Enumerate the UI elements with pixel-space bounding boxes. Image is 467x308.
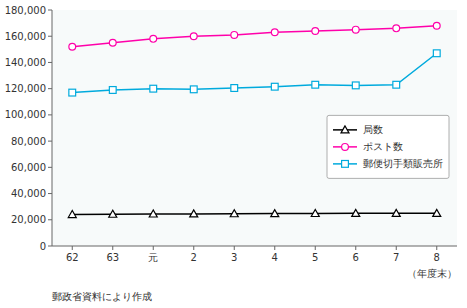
marker [149,210,157,217]
tick-mark [48,88,52,89]
tick-label: 3 [231,252,237,263]
plot-area [52,10,457,246]
tick-label: 0 [40,241,46,252]
tick-label: 40,000 [11,188,46,199]
series [69,50,440,96]
tick-mark [234,246,235,250]
marker [68,211,76,218]
tick-mark [48,114,52,115]
tick-label: 2 [191,252,197,263]
tick-label: 5 [312,252,318,263]
marker [150,35,157,42]
marker [190,210,198,217]
tick-label: 100,000 [5,109,46,120]
legend: 局数ポスト数郵便切手類販売所 [327,115,449,178]
tick-mark [112,246,113,250]
tick-label: 20,000 [11,214,46,225]
marker [352,26,359,33]
tick-mark [315,246,316,250]
tick-mark [436,246,437,250]
legend-marker [342,160,349,167]
marker [190,86,197,93]
tick-mark [48,62,52,63]
marker [231,32,238,39]
tick-label: 8 [434,252,440,263]
tick-mark [48,167,52,168]
tick-label: 63 [106,252,119,263]
marker [393,81,400,88]
tick-label: 160,000 [5,31,46,42]
marker [109,87,116,94]
marker [393,25,400,32]
marker [271,29,278,36]
y-axis: 0 20,000 40,000 60,000 80,000 100,000 120,000 1… [5,5,52,252]
tick-mark [274,246,275,250]
marker [271,83,278,90]
tick-label: 62 [66,252,79,263]
marker [69,89,76,96]
tick-label: 7 [393,252,399,263]
marker [352,209,360,216]
tick-mark [48,10,52,11]
tick-mark [396,246,397,250]
tick-label: 80,000 [11,136,46,147]
legend-label: ポスト数 [363,141,403,152]
tick-label: 140,000 [5,57,46,68]
tick-mark [355,246,356,250]
line [72,213,437,214]
legend-box [327,115,449,178]
tick-mark [48,193,52,194]
axis-line [52,10,53,246]
x-axis: 62 63 元 2 3 4 5 6 7 8 [52,246,457,263]
tick-mark [48,36,52,37]
tick-label: 60,000 [11,162,46,173]
legend-marker [341,126,349,133]
marker [231,85,238,92]
marker [109,39,116,46]
tick-label: 120,000 [5,83,46,94]
tick-mark [48,246,52,247]
line [72,26,437,47]
annotation: 郵政省資料により作成 [52,291,152,302]
marker [312,28,319,35]
legend-label: 局数 [363,124,383,135]
marker [150,85,157,92]
marker [190,33,197,40]
marker [312,81,319,88]
marker [433,209,441,216]
legend-label: 郵便切手類販売所 [363,158,443,169]
series [69,22,440,50]
marker [352,82,359,89]
tick-mark [72,246,73,250]
tick-label: 6 [353,252,359,263]
tick-mark [48,141,52,142]
marker [271,210,279,217]
chart: 0 20,000 40,000 60,000 80,000 100,000 120,000 1… [0,0,467,308]
marker [311,209,319,216]
line [72,53,437,92]
tick-mark [153,246,154,250]
marker [69,43,76,50]
series [68,209,441,217]
tick-label: 180,000 [5,5,46,16]
tick-label: 4 [272,252,278,263]
legend-marker [342,143,349,150]
marker [109,210,117,217]
tick-label: 元 [148,252,158,263]
marker [230,210,238,217]
tick-mark [48,219,52,220]
marker [392,209,400,216]
x-label: （年度末） [407,268,457,279]
marker [433,50,440,57]
tick-mark [193,246,194,250]
marker [433,22,440,29]
